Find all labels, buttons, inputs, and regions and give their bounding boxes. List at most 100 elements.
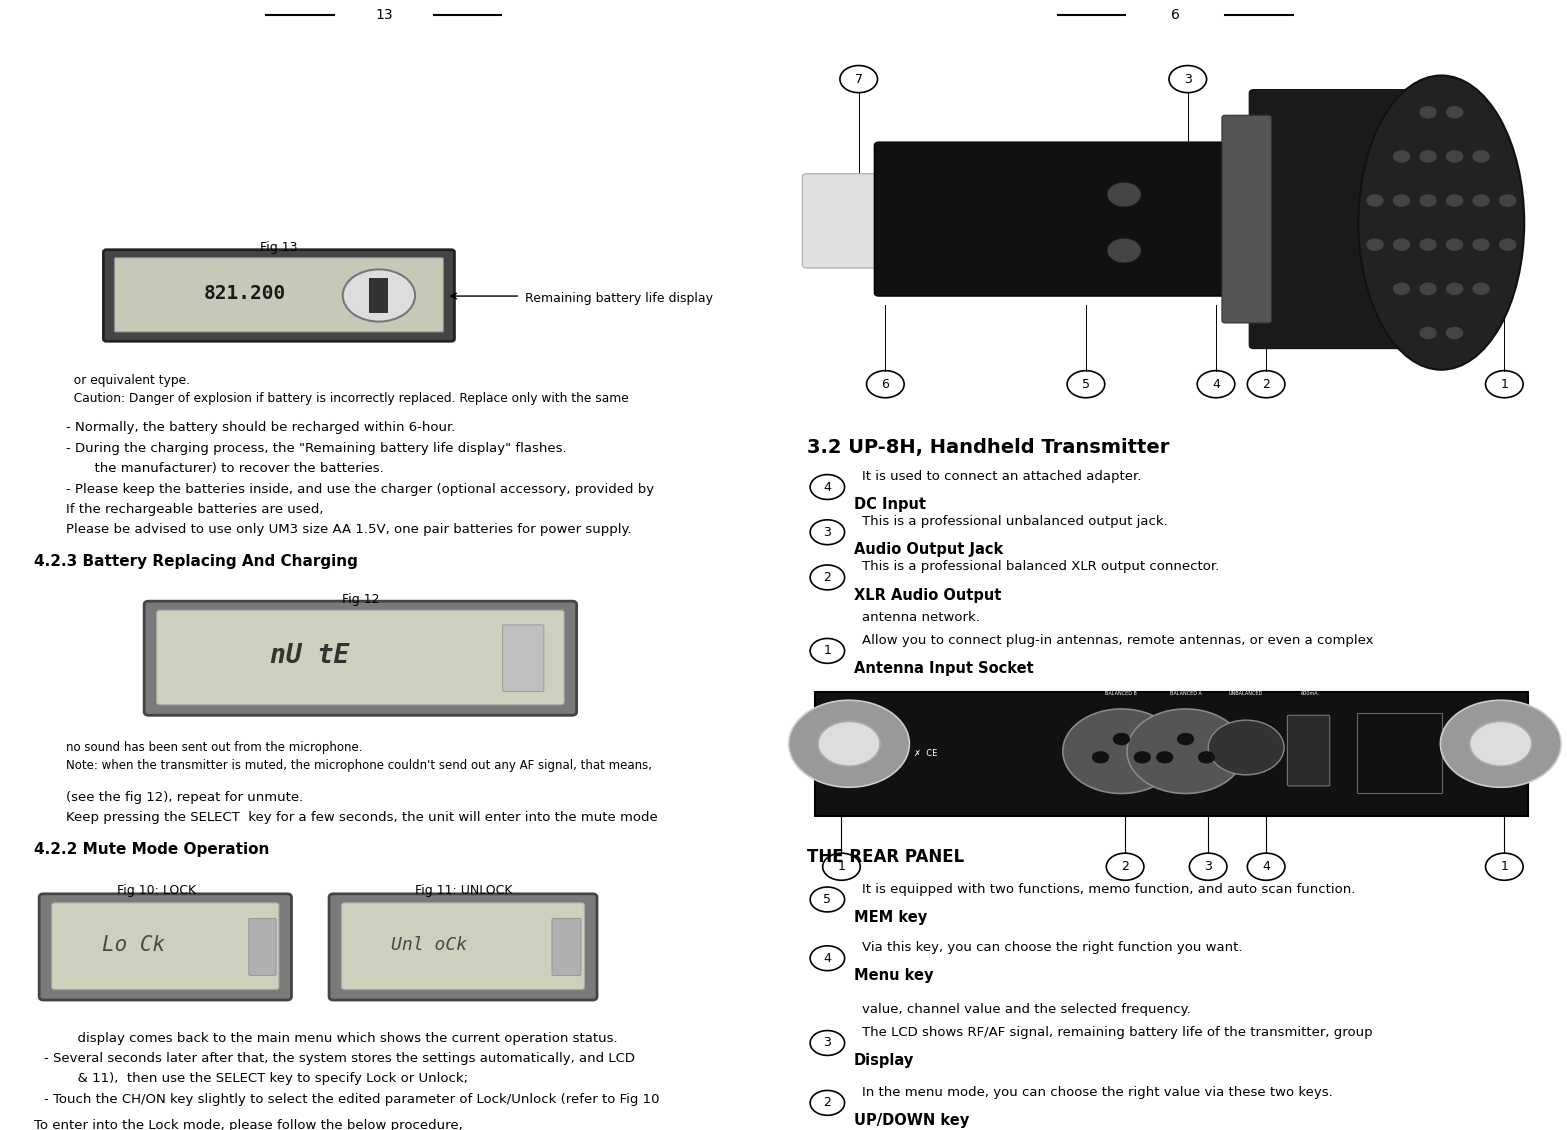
- Circle shape: [1446, 194, 1464, 207]
- Text: 3: 3: [823, 1036, 832, 1050]
- FancyBboxPatch shape: [1249, 89, 1417, 348]
- Circle shape: [1366, 238, 1384, 251]
- Circle shape: [1446, 238, 1464, 251]
- Text: MEM key: MEM key: [854, 910, 928, 924]
- FancyBboxPatch shape: [1357, 713, 1442, 793]
- FancyBboxPatch shape: [103, 250, 454, 341]
- FancyBboxPatch shape: [114, 258, 443, 332]
- Circle shape: [1133, 751, 1150, 764]
- Text: 1: 1: [1500, 860, 1509, 873]
- Circle shape: [1108, 238, 1141, 263]
- Text: Audio Output Jack: Audio Output Jack: [854, 542, 1003, 557]
- Circle shape: [1393, 194, 1410, 207]
- Text: - Please keep the batteries inside, and use the charger (optional accessory, pro: - Please keep the batteries inside, and …: [66, 483, 653, 496]
- FancyBboxPatch shape: [144, 601, 577, 715]
- Text: nU tE: nU tE: [270, 643, 349, 669]
- FancyBboxPatch shape: [1222, 115, 1271, 323]
- Text: Note: when the transmitter is muted, the microphone couldn't send out any AF sig: Note: when the transmitter is muted, the…: [66, 759, 652, 773]
- Circle shape: [1393, 150, 1410, 163]
- Text: 1: 1: [837, 860, 846, 873]
- Circle shape: [1420, 238, 1437, 251]
- Text: 821.200: 821.200: [204, 285, 285, 303]
- Text: AF OUT
BALANCED B: AF OUT BALANCED B: [1105, 685, 1138, 696]
- FancyBboxPatch shape: [503, 625, 544, 692]
- Circle shape: [1366, 194, 1384, 207]
- Text: 3.2 UP-8H, Handheld Transmitter: 3.2 UP-8H, Handheld Transmitter: [807, 438, 1169, 458]
- Text: XLR Audio Output: XLR Audio Output: [854, 588, 1001, 602]
- Text: Display: Display: [854, 1053, 914, 1068]
- Text: 4.2.2 Mute Mode Operation: 4.2.2 Mute Mode Operation: [34, 842, 270, 857]
- Circle shape: [1062, 709, 1180, 793]
- Text: Fig 10: LOCK: Fig 10: LOCK: [118, 884, 196, 897]
- Circle shape: [1420, 194, 1437, 207]
- Circle shape: [1500, 238, 1517, 251]
- Text: antenna network.: antenna network.: [862, 611, 979, 625]
- Text: 1: 1: [1500, 377, 1509, 391]
- FancyBboxPatch shape: [249, 919, 276, 975]
- FancyBboxPatch shape: [157, 610, 564, 705]
- Text: 5: 5: [823, 893, 832, 906]
- Text: - Touch the CH/ON key slightly to select the edited parameter of Lock/Unlock (re: - Touch the CH/ON key slightly to select…: [44, 1093, 660, 1106]
- Text: Please be advised to use only UM3 size AA 1.5V, one pair batteries for power sup: Please be advised to use only UM3 size A…: [66, 523, 632, 537]
- Text: It is used to connect an attached adapter.: It is used to connect an attached adapte…: [862, 470, 1141, 484]
- Circle shape: [1473, 150, 1490, 163]
- FancyBboxPatch shape: [1288, 715, 1330, 786]
- Text: Fig 12: Fig 12: [342, 593, 379, 607]
- Circle shape: [788, 701, 909, 788]
- Text: no sound has been sent out from the microphone.: no sound has been sent out from the micr…: [66, 741, 362, 755]
- Text: If the rechargeable batteries are used,: If the rechargeable batteries are used,: [66, 503, 323, 516]
- Circle shape: [1446, 282, 1464, 295]
- Text: 4.2.3 Battery Replacing And Charging: 4.2.3 Battery Replacing And Charging: [34, 554, 359, 568]
- Text: - Several seconds later after that, the system stores the settings automatically: - Several seconds later after that, the …: [44, 1052, 635, 1066]
- Text: Fig 11: UNLOCK: Fig 11: UNLOCK: [415, 884, 512, 897]
- Text: 2: 2: [1120, 860, 1130, 873]
- FancyBboxPatch shape: [552, 919, 581, 975]
- Circle shape: [1420, 150, 1437, 163]
- Text: 2: 2: [823, 1096, 832, 1110]
- Circle shape: [1420, 106, 1437, 119]
- Text: Allow you to connect plug-in antennas, remote antennas, or even a complex: Allow you to connect plug-in antennas, r…: [862, 634, 1373, 647]
- Ellipse shape: [1359, 76, 1525, 370]
- Text: This is a professional unbalanced output jack.: This is a professional unbalanced output…: [862, 515, 1167, 529]
- Text: (see the fig 12), repeat for unmute.: (see the fig 12), repeat for unmute.: [66, 791, 302, 805]
- Text: Keep pressing the SELECT  key for a few seconds, the unit will enter into the mu: Keep pressing the SELECT key for a few s…: [66, 811, 658, 825]
- Circle shape: [818, 721, 881, 766]
- Text: AF OUT
UNBALANCED: AF OUT UNBALANCED: [1229, 685, 1263, 696]
- Circle shape: [1197, 751, 1214, 764]
- Text: 7: 7: [854, 72, 863, 86]
- Text: It is equipped with two functions, memo function, and auto scan function.: It is equipped with two functions, memo …: [862, 883, 1355, 896]
- Text: 13: 13: [375, 8, 393, 21]
- FancyBboxPatch shape: [39, 894, 291, 1000]
- Text: Lo Ck: Lo Ck: [102, 935, 165, 955]
- Text: To enter into the Lock mode, please follow the below procedure,: To enter into the Lock mode, please foll…: [34, 1119, 464, 1130]
- Text: Fig 13: Fig 13: [260, 241, 298, 254]
- Text: Caution: Danger of explosion if battery is incorrectly replaced. Replace only wi: Caution: Danger of explosion if battery …: [66, 392, 628, 406]
- Text: In the menu mode, you can choose the right value via these two keys.: In the menu mode, you can choose the rig…: [862, 1086, 1332, 1099]
- Circle shape: [1393, 282, 1410, 295]
- Text: & 11),  then use the SELECT key to specify Lock or Unlock;: & 11), then use the SELECT key to specif…: [69, 1072, 469, 1086]
- Circle shape: [343, 269, 415, 322]
- Circle shape: [1127, 709, 1244, 793]
- Circle shape: [1446, 106, 1464, 119]
- Circle shape: [1500, 194, 1517, 207]
- Text: Via this key, you can choose the right function you want.: Via this key, you can choose the right f…: [862, 941, 1243, 955]
- Text: 5: 5: [1081, 377, 1091, 391]
- Circle shape: [1446, 327, 1464, 339]
- Text: 4: 4: [823, 951, 832, 965]
- Text: 3: 3: [823, 525, 832, 539]
- Circle shape: [1208, 720, 1283, 775]
- Circle shape: [1473, 194, 1490, 207]
- Text: 3: 3: [1203, 860, 1213, 873]
- FancyBboxPatch shape: [874, 142, 1244, 296]
- Text: 2: 2: [1261, 377, 1271, 391]
- Circle shape: [1092, 751, 1109, 764]
- Text: 3: 3: [1183, 72, 1192, 86]
- Text: ✗  CE: ✗ CE: [914, 749, 937, 758]
- Text: 1: 1: [823, 644, 832, 658]
- Text: display comes back to the main menu which shows the current operation status.: display comes back to the main menu whic…: [69, 1032, 617, 1045]
- Text: - Normally, the battery should be recharged within 6-hour.: - Normally, the battery should be rechar…: [66, 421, 454, 435]
- Circle shape: [1420, 327, 1437, 339]
- Text: the manufacturer) to recover the batteries.: the manufacturer) to recover the batteri…: [86, 462, 384, 476]
- Circle shape: [1420, 282, 1437, 295]
- Text: UP/DOWN key: UP/DOWN key: [854, 1113, 970, 1128]
